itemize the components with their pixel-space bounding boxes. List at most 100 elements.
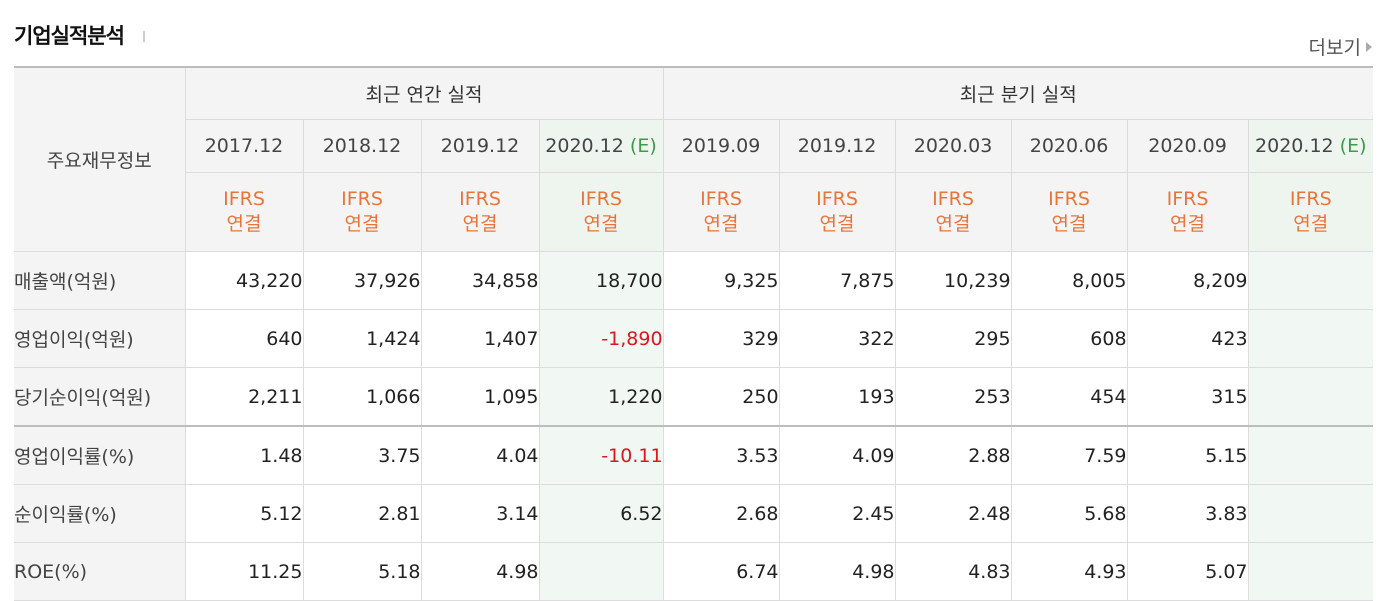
estimate-tag: (E) (629, 135, 657, 157)
value-cell: 2.68 (662, 484, 780, 543)
ifrs-label: IFRS (1166, 188, 1209, 210)
ifrs-label: IFRS (1289, 188, 1332, 210)
ifrs-label: IFRS (816, 188, 858, 210)
row-label: 당기순이익(억원) (14, 367, 186, 427)
ifrs-consolidated-label: IFRS 연결 (1126, 172, 1249, 252)
period-header: 2020.12 (E) (1247, 119, 1374, 173)
value-cell: 2.48 (894, 484, 1012, 543)
value-cell: 5.15 (1126, 425, 1249, 485)
ifrs-label: IFRS (1048, 188, 1090, 210)
value-cell: -1,890 (538, 309, 664, 368)
consolidated-label: 연결 (1051, 213, 1087, 235)
table-row: 영업이익(억원) 640 1,424 1,407 -1,890 329 322 295 608 4… (14, 309, 1374, 368)
ifrs-consolidated-label: IFRS 연결 (538, 172, 664, 252)
value-cell: 43,220 (184, 251, 304, 310)
table-row: ROE(%) 11.25 5.18 4.98 6.74 4.98 4.83 4.93 5.07 (14, 542, 1374, 601)
ifrs-label: IFRS (223, 188, 265, 210)
ifrs-consolidated-label: IFRS 연결 (662, 172, 780, 252)
value-cell: 34,858 (420, 251, 540, 310)
value-cell: 3.14 (420, 484, 540, 543)
value-cell: 5.18 (302, 542, 422, 601)
value-cell: 250 (662, 367, 780, 427)
period-header: 2018.12 (302, 119, 422, 173)
value-cell: 18,700 (538, 251, 664, 310)
value-cell: 5.68 (1010, 484, 1128, 543)
value-cell: 4.98 (778, 542, 896, 601)
period-label: 2019.12 (440, 135, 520, 157)
period-label: 2018.12 (322, 135, 402, 157)
value-cell: 253 (894, 367, 1012, 427)
title-divider (143, 31, 145, 42)
value-cell (1247, 251, 1374, 310)
value-cell (1247, 309, 1374, 368)
value-cell: 3.53 (662, 425, 780, 485)
consolidated-label: 연결 (935, 213, 971, 235)
period-header: 2020.06 (1010, 119, 1128, 173)
value-cell: 8,209 (1126, 251, 1249, 310)
value-cell: 1,220 (538, 367, 664, 427)
period-label: 2019.12 (797, 135, 877, 157)
value-cell: 4.04 (420, 425, 540, 485)
value-cell: -10.11 (538, 425, 664, 485)
ifrs-consolidated-label: IFRS 연결 (778, 172, 896, 252)
ifrs-consolidated-label: IFRS 연결 (1247, 172, 1374, 252)
value-cell: 2.88 (894, 425, 1012, 485)
value-cell: 4.98 (420, 542, 540, 601)
consolidated-label: 연결 (1293, 213, 1329, 235)
chevron-right-icon (1366, 42, 1372, 52)
ifrs-consolidated-label: IFRS 연결 (1010, 172, 1128, 252)
consolidated-label: 연결 (462, 213, 498, 235)
value-cell: 1.48 (184, 425, 304, 485)
table-row: 순이익률(%) 5.12 2.81 3.14 6.52 2.68 2.45 2.48 5.68 3… (14, 484, 1374, 543)
value-cell: 2.45 (778, 484, 896, 543)
period-header: 2020.09 (1126, 119, 1249, 173)
section-title: 기업실적분석 (14, 24, 125, 48)
value-cell: 7,875 (778, 251, 896, 310)
value-cell: 4.93 (1010, 542, 1128, 601)
ifrs-consolidated-label: IFRS 연결 (302, 172, 422, 252)
period-header: 2017.12 (185, 119, 304, 173)
quarter-group-header: 최근 분기 실적 (662, 66, 1374, 120)
ifrs-consolidated-label: IFRS 연결 (185, 172, 304, 252)
table-row: 영업이익률(%) 1.48 3.75 4.04 -10.11 3.53 4.09 2.88 7.… (14, 425, 1374, 485)
more-link[interactable]: 더보기 (1309, 33, 1372, 60)
row-label: 매출액(억원) (14, 251, 186, 310)
value-cell (1247, 367, 1374, 427)
value-cell: 7.59 (1010, 425, 1128, 485)
value-cell: 6.74 (662, 542, 780, 601)
consolidated-label: 연결 (226, 213, 262, 235)
table-row: 매출액(억원) 43,220 37,926 34,858 18,700 9,325 7,87… (14, 251, 1374, 310)
value-cell: 640 (184, 309, 304, 368)
value-cell: 322 (778, 309, 896, 368)
consolidated-label: 연결 (344, 213, 380, 235)
consolidated-label: 연결 (583, 213, 619, 235)
row-label: 영업이익(억원) (14, 309, 186, 368)
value-cell: 9,325 (662, 251, 780, 310)
period-label: 2020.06 (1029, 135, 1109, 157)
ifrs-label: IFRS (341, 188, 383, 210)
value-cell: 193 (778, 367, 896, 427)
annual-group-header: 최근 연간 실적 (184, 66, 664, 120)
period-label: 2020.12 (1255, 135, 1334, 157)
estimate-tag: (E) (1339, 135, 1367, 157)
value-cell: 6.52 (538, 484, 664, 543)
period-header: 2019.12 (778, 119, 896, 173)
value-cell: 423 (1126, 309, 1249, 368)
value-cell: 1,095 (420, 367, 540, 427)
value-cell: 4.83 (894, 542, 1012, 601)
value-cell: 329 (662, 309, 780, 368)
period-header: 2020.03 (894, 119, 1012, 173)
value-cell: 10,239 (894, 251, 1012, 310)
ifrs-consolidated-label: IFRS 연결 (894, 172, 1012, 252)
ifrs-label: IFRS (700, 188, 742, 210)
period-label: 2017.12 (204, 135, 284, 157)
value-cell (1247, 484, 1374, 543)
value-cell: 315 (1126, 367, 1249, 427)
table-row: 당기순이익(억원) 2,211 1,066 1,095 1,220 250 193 253 45… (14, 367, 1374, 427)
value-cell: 3.83 (1126, 484, 1249, 543)
value-cell: 1,407 (420, 309, 540, 368)
consolidated-label: 연결 (1170, 213, 1206, 235)
period-label: 2019.09 (681, 135, 761, 157)
row-label: ROE(%) (14, 542, 186, 601)
value-cell: 2.81 (302, 484, 422, 543)
